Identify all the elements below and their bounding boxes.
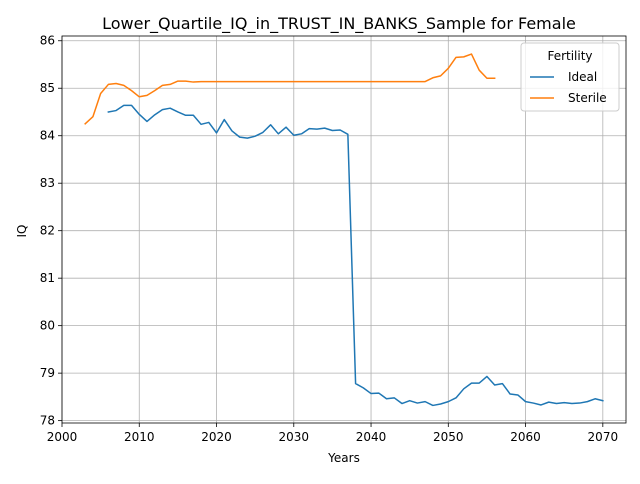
x-tick-label: 2070 — [588, 430, 619, 444]
y-tick-label: 82 — [40, 224, 55, 238]
x-tick-label: 2020 — [201, 430, 232, 444]
legend-label-ideal: Ideal — [568, 70, 597, 84]
x-axis-label: Years — [327, 451, 360, 465]
y-tick-label: 84 — [40, 129, 55, 143]
legend-box — [520, 42, 620, 112]
series-line-sterile — [84, 53, 496, 125]
y-axis-label: IQ — [15, 225, 29, 238]
x-tick-label: 2000 — [47, 430, 78, 444]
y-tick-label: 85 — [40, 81, 55, 95]
y-tick-label: 78 — [40, 414, 55, 428]
x-tick-label: 2030 — [279, 430, 310, 444]
y-tick-label: 80 — [40, 319, 55, 333]
x-tick-label: 2050 — [433, 430, 464, 444]
x-tick-label: 2040 — [356, 430, 387, 444]
y-tick-label: 79 — [40, 366, 55, 380]
legend-label-sterile: Sterile — [568, 91, 607, 105]
y-tick-label: 83 — [40, 176, 55, 190]
x-tick-label: 2010 — [124, 430, 155, 444]
legend-title: Fertility — [547, 49, 592, 63]
y-tick-label: 86 — [40, 34, 55, 48]
x-tick-label: 2060 — [510, 430, 541, 444]
y-tick-label: 81 — [40, 271, 55, 285]
chart-title: Lower_Quartile_IQ_in_TRUST_IN_BANKS_Samp… — [102, 14, 576, 34]
plot-area-frame — [61, 35, 627, 424]
axis-ticks: 2000 2010 2020 2030 2040 2050 2060 2070 78 79 80 81… — [40, 34, 618, 444]
series-line-ideal — [107, 104, 604, 407]
legend: Fertility Ideal Sterile — [520, 42, 620, 112]
series-lines — [84, 53, 604, 407]
